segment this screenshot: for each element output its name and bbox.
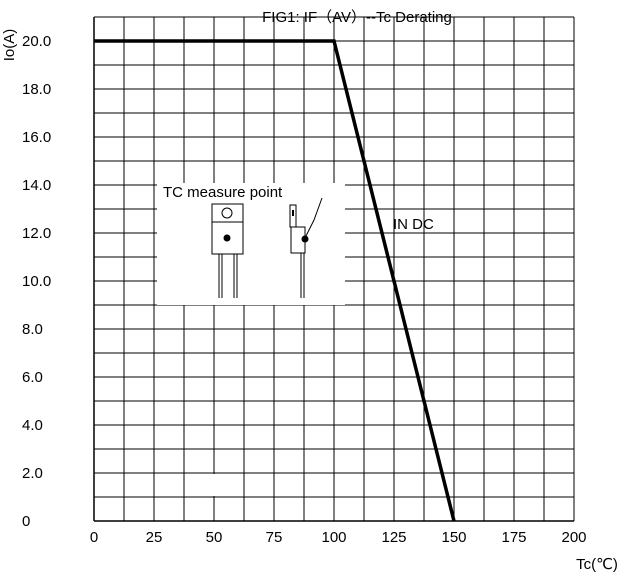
x-tick-label: 0 <box>90 529 98 546</box>
x-tick-label: 25 <box>146 529 163 546</box>
y-tick-label: 20.0 <box>22 33 51 50</box>
grid-gap <box>185 474 243 496</box>
y-tick-label: 16.0 <box>22 129 51 146</box>
mounting-hole-icon <box>221 207 233 219</box>
annotation-series-label: IN DC <box>393 216 434 233</box>
chart-title: FIG1: IF（AV）--Tc Derating <box>262 9 452 26</box>
measure-point-icon <box>301 235 309 243</box>
y-tick-label: 4.0 <box>22 417 43 434</box>
inset-background <box>157 183 345 305</box>
side-tab-hole <box>292 210 294 216</box>
series-point <box>333 40 335 42</box>
x-tick-label: 125 <box>381 529 406 546</box>
x-tick-label: 100 <box>321 529 346 546</box>
y-tick-label: 2.0 <box>22 465 43 482</box>
x-tick-label: 150 <box>441 529 466 546</box>
y-tick-label: 12.0 <box>22 225 51 242</box>
y-tick-label: 0 <box>22 513 30 530</box>
x-tick-label: 200 <box>561 529 586 546</box>
y-tick-label: 10.0 <box>22 273 51 290</box>
x-tick-label: 175 <box>501 529 526 546</box>
grid <box>93 16 575 522</box>
package-outline-icons <box>211 197 323 298</box>
measure-point-icon <box>223 234 231 242</box>
grid-blank-regions <box>157 183 345 496</box>
x-axis-label: Tc(℃) <box>576 556 618 573</box>
y-tick-label: 14.0 <box>22 177 51 194</box>
series-point <box>453 520 455 522</box>
y-tick-label: 8.0 <box>22 321 43 338</box>
axes: 0 25 50 75 100 125 150 175 200 0 2.0 4.0 6.0 8.0 10.0 1… <box>22 17 587 546</box>
y-tick-label: 6.0 <box>22 369 43 386</box>
leader-line <box>305 197 323 237</box>
labels: FIG1: IF（AV）--Tc Derating Io(A) Tc(℃) TC… <box>1 9 618 573</box>
series-layer <box>93 39 456 522</box>
series-point <box>93 40 95 42</box>
x-tick-label: 75 <box>266 529 283 546</box>
x-tick-label: 50 <box>206 529 223 546</box>
y-tick-label: 18.0 <box>22 81 51 98</box>
y-axis-label: Io(A) <box>1 29 18 62</box>
annotation-tc-measure-point: TC measure point <box>163 184 283 201</box>
